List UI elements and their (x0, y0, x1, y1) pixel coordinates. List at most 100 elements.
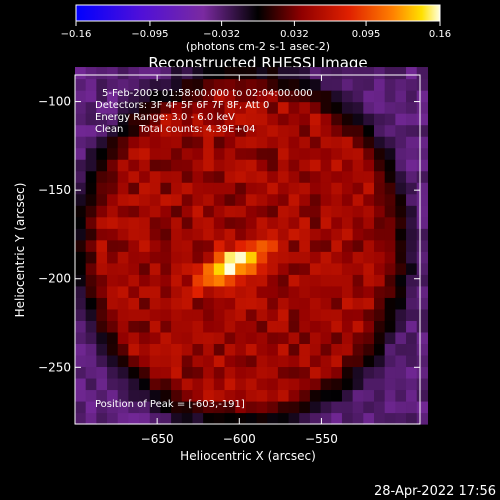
heatmap-cell (320, 274, 332, 287)
heatmap-cell (128, 274, 140, 287)
heatmap-cell (192, 90, 204, 103)
heatmap-cell (288, 297, 300, 310)
heatmap-cell (107, 147, 119, 160)
y-tick-label: −200 (38, 272, 71, 286)
heatmap-cell (192, 67, 204, 80)
heatmap-cell (213, 274, 226, 287)
heatmap-cell (128, 297, 140, 310)
heatmap-cell (256, 274, 268, 287)
heatmap-cell (256, 297, 268, 310)
heatmap-cell (331, 159, 343, 172)
heatmap-cell (331, 320, 343, 333)
heatmap-cell (181, 205, 194, 218)
heatmap-cell (171, 354, 183, 368)
heatmap-cell (171, 90, 183, 103)
heatmap-cell (406, 297, 418, 310)
heatmap-cell (85, 90, 97, 103)
heatmap-cell (117, 193, 129, 206)
heatmap-cell (160, 377, 172, 391)
heatmap-cell (149, 205, 162, 218)
heatmap-cell (267, 193, 279, 206)
heatmap-cell (128, 216, 140, 229)
heatmap-cell (341, 297, 354, 310)
heatmap-cell (117, 377, 129, 391)
heatmap-cell (245, 170, 258, 183)
heatmap-cell (416, 285, 428, 298)
heatmap-cell (352, 67, 364, 80)
heatmap-cell (288, 343, 300, 356)
heatmap-cell (277, 124, 290, 137)
heatmap-cell (341, 366, 354, 379)
heatmap-cell (395, 101, 407, 114)
heatmap-cell (384, 400, 396, 414)
heatmap-cell (117, 412, 129, 425)
heatmap-cell (128, 228, 140, 241)
heatmap-cell (256, 285, 268, 298)
heatmap-cell (267, 182, 279, 195)
heatmap-cell (352, 366, 364, 379)
heatmap-cell (149, 124, 162, 137)
heatmap-cell (160, 389, 172, 402)
heatmap-cell (235, 308, 247, 321)
heatmap-cell (181, 389, 194, 402)
heatmap-cell (363, 205, 375, 218)
heatmap-cell (320, 147, 332, 160)
heatmap-cell (331, 182, 343, 195)
heatmap-cell (245, 239, 258, 252)
heatmap-cell (160, 101, 172, 114)
heatmap-cell (117, 205, 129, 218)
heatmap-cell (117, 182, 129, 195)
heatmap-cell (267, 366, 279, 379)
heatmap-cell (235, 205, 247, 218)
heatmap-cell (245, 124, 258, 137)
heatmap-cell (224, 343, 236, 356)
heatmap-cell (363, 228, 375, 241)
heatmap-cell (384, 124, 396, 137)
heatmap-cell (331, 251, 343, 264)
heatmap-cell (277, 205, 290, 218)
heatmap-cell (352, 262, 364, 275)
heatmap-cell (75, 297, 87, 310)
heatmap-cell (149, 182, 162, 195)
heatmap-cell (416, 78, 428, 91)
heatmap-cell (85, 331, 97, 344)
heatmap-cell (160, 78, 172, 91)
heatmap-cell (309, 182, 322, 195)
heatmap-cell (320, 101, 332, 114)
heatmap-cell (149, 90, 162, 103)
heatmap-cell (171, 159, 183, 172)
heatmap-cell (96, 343, 108, 356)
heatmap-cell (299, 400, 311, 414)
heatmap-cell (117, 354, 129, 368)
heatmap-cell (320, 331, 332, 344)
heatmap-cell (128, 412, 140, 425)
heatmap-cell (203, 228, 215, 241)
heatmap-cell (416, 147, 428, 160)
heatmap-cell (352, 297, 364, 310)
heatmap-cell (352, 400, 364, 414)
heatmap-cell (235, 216, 247, 229)
heatmap-cell (75, 239, 87, 252)
heatmap-cell (224, 147, 236, 160)
heatmap-cell (96, 90, 108, 103)
heatmap-cell (320, 170, 332, 183)
annotation-clean-counts: Clean Total counts: 4.39E+04 (95, 124, 255, 135)
heatmap-cell (128, 67, 140, 80)
colorbar-ticks: −0.16 −0.095 −0.032 0.032 0.095 0.16 (61, 21, 451, 40)
heatmap-cell (363, 78, 375, 91)
heatmap-cell (384, 297, 396, 310)
heatmap-cell (406, 90, 418, 103)
heatmap-cell (374, 343, 386, 356)
heatmap-cell (128, 366, 140, 379)
heatmap-cell (75, 78, 87, 91)
heatmap-cell (288, 193, 300, 206)
heatmap-cell (374, 216, 386, 229)
heatmap-cell (384, 90, 396, 103)
heatmap-cell (299, 170, 311, 183)
heatmap-cell (341, 216, 354, 229)
heatmap-cell (213, 193, 226, 206)
heatmap-cell (256, 228, 268, 241)
heatmap-cell (149, 228, 162, 241)
heatmap-cell (139, 239, 151, 252)
heatmap-cell (331, 262, 343, 275)
